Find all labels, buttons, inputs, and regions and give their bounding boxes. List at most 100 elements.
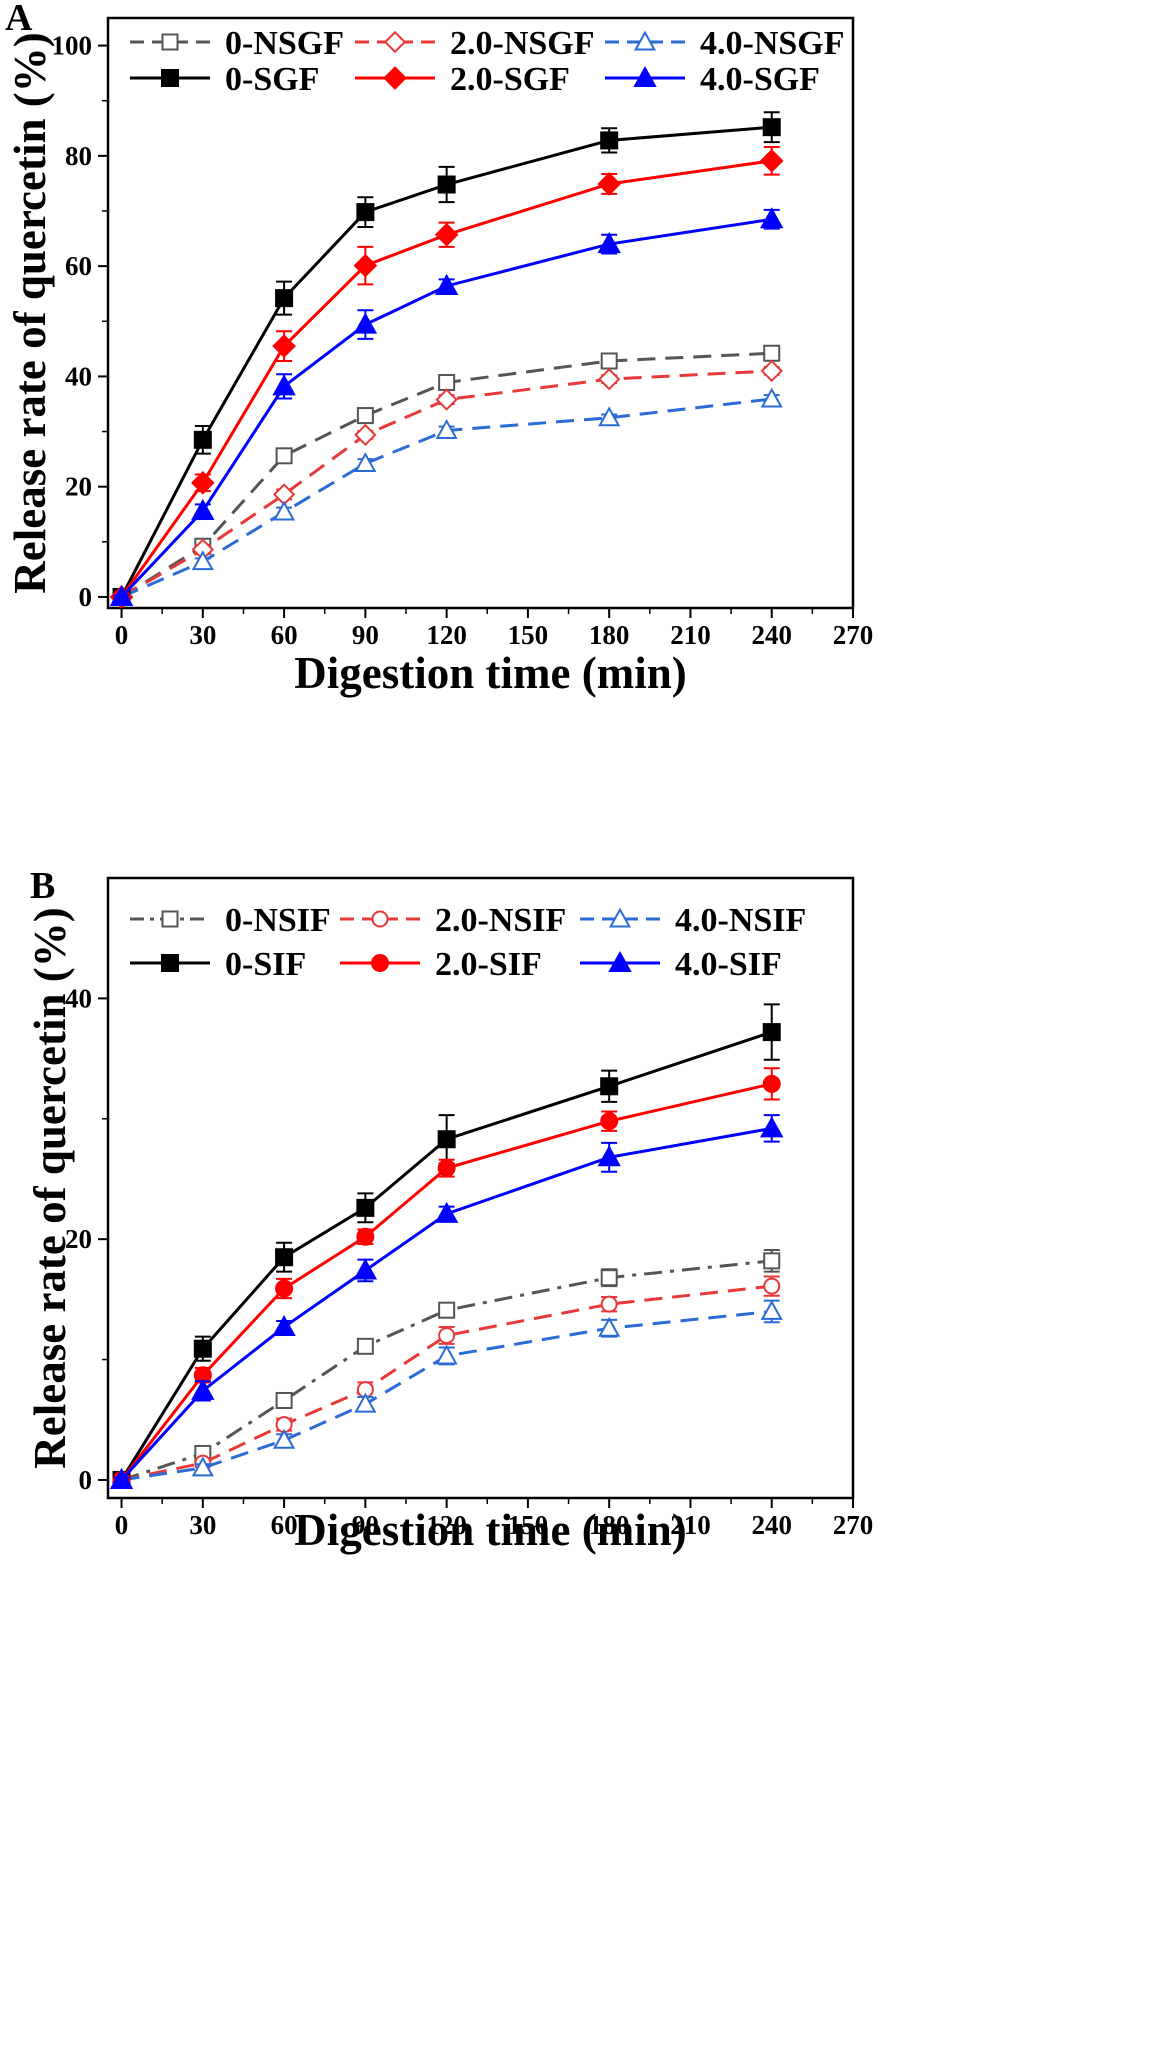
panel-a-y-tick-label: 100 — [52, 31, 93, 61]
panel-a-x-tick-label: 90 — [352, 620, 379, 650]
legend-marker — [371, 910, 389, 928]
panel-b-plot-frame — [106, 876, 855, 1500]
legend-marker — [161, 910, 179, 928]
panel-a-series-2.0-NSGF — [110, 359, 783, 609]
legend-label: 4.0-SIF — [675, 946, 782, 983]
panel-b-data-point — [437, 1130, 456, 1149]
panel-a-series-4.0-NSGF — [110, 387, 783, 606]
legend-label: 0-SIF — [225, 946, 306, 983]
panel-a-data-point — [275, 289, 294, 308]
panel-a-data-point — [356, 203, 375, 222]
panel-b-data-point — [762, 1023, 781, 1042]
panel-a-x-tick-label: 270 — [833, 620, 874, 650]
panel-a-x-tick-label: 120 — [426, 620, 467, 650]
legend-marker — [383, 30, 407, 54]
panel-a-x-tick-label: 240 — [751, 620, 792, 650]
panel-a-y-tick-label: 60 — [65, 251, 92, 281]
legend-label: 4.0-NSGF — [700, 25, 845, 62]
panel-a-x-tick-label: 180 — [589, 620, 630, 650]
panel-b-data-point — [275, 1248, 294, 1267]
panel-a-data-point — [354, 423, 377, 447]
panel-b-legend-entry: 4.0-NSIF — [580, 902, 806, 939]
panel-b-data-point — [438, 1301, 456, 1319]
panel-b-data-point — [191, 1456, 214, 1477]
panel-b-data-point — [760, 1116, 784, 1138]
panel-a-data-point — [438, 373, 456, 391]
panel-b-data-point — [191, 1378, 215, 1400]
panel-a-data-point — [762, 118, 781, 137]
panel-a-data-point — [598, 406, 621, 427]
panel-b-x-tick-label: 30 — [189, 1510, 216, 1540]
panel-b-x-tick-label: 180 — [589, 1510, 630, 1540]
legend-label: 2.0-NSGF — [450, 25, 595, 62]
panel-a-data-point — [191, 471, 215, 495]
panel-b-data-point — [437, 1159, 456, 1178]
panel-b-data-point — [273, 1428, 296, 1449]
panel-a-y-tick-label: 40 — [65, 361, 92, 391]
panel-b-series-4.0-SIF — [109, 1114, 784, 1489]
panel-b-legend-entry: 2.0-SIF — [340, 946, 542, 983]
panel-b-letter: B — [30, 865, 55, 907]
panel-b-data-point — [600, 1077, 619, 1096]
panel-a-data-point — [434, 273, 459, 295]
panel-b-series-line — [120, 1030, 773, 1481]
panel-a-y-tick-label: 80 — [65, 141, 92, 171]
panel-a-chart: 0 30 60 90 120 150 180 210 240 270 0 20 40 60 80 100 Dig… — [5, 0, 873, 698]
panel-b-data-point — [353, 1258, 378, 1280]
panel-b-legend-entry: 0-SIF — [130, 946, 306, 983]
panel-a-data-point — [598, 368, 621, 391]
panel-a-data-point — [354, 452, 377, 473]
panel-b-series-0-SIF — [112, 1003, 781, 1489]
panel-b-y-tick-label: 0 — [79, 1465, 93, 1495]
panel-a-data-point — [600, 352, 618, 370]
legend-label: 0-NSIF — [225, 902, 331, 939]
panel-a-plot-frame — [106, 16, 855, 610]
panel-a-x-tick-label: 60 — [271, 620, 298, 650]
panel-a-data-point — [435, 388, 458, 411]
panel-b-data-point — [600, 1269, 618, 1287]
panel-a-data-point — [435, 419, 458, 439]
panel-a-data-point — [193, 430, 212, 449]
legend-marker — [608, 950, 632, 972]
panel-b-data-point — [356, 1337, 374, 1355]
panel-b-legend-entry: 2.0-NSIF — [340, 902, 566, 939]
panel-a-letter: A — [5, 0, 33, 39]
panel-b-data-point — [762, 1074, 781, 1093]
legend-marker — [161, 33, 179, 51]
panel-a-data-point — [356, 407, 374, 425]
panel-b-x-tick-label: 270 — [833, 1510, 874, 1540]
panel-b-data-point — [435, 1344, 458, 1365]
panel-a-data-point — [597, 172, 621, 196]
panel-b-x-tick-label: 0 — [115, 1510, 129, 1540]
panel-b-data-point — [193, 1339, 212, 1358]
panel-a-data-point — [759, 148, 784, 173]
panel-b-data-point — [354, 1392, 377, 1413]
panel-b-data-point — [597, 1145, 621, 1167]
panel-a-data-point — [275, 447, 293, 465]
panel-b-data-point — [275, 1391, 293, 1409]
panel-b-x-tick-label: 240 — [751, 1510, 792, 1540]
panel-b-data-point — [600, 1112, 619, 1131]
panel-b-data-point — [434, 1201, 459, 1223]
panel-a-data-point — [597, 232, 621, 254]
panel-a-data-point — [763, 344, 781, 362]
panel-a-data-point — [760, 359, 783, 383]
legend-marker — [608, 907, 632, 928]
panel-a-data-point — [273, 500, 296, 521]
panel-a-series-0-NSGF — [113, 344, 781, 606]
legend-label: 2.0-NSIF — [435, 902, 566, 939]
legend-marker — [383, 66, 407, 90]
panel-b-series-line — [121, 1259, 772, 1482]
legend-marker — [161, 69, 179, 87]
panel-b-data-point — [275, 1279, 294, 1298]
panel-b-data-point — [598, 1316, 621, 1337]
panel-b-legend-entry: 0-NSIF — [130, 902, 331, 939]
panel-b-x-tick-label: 60 — [271, 1510, 298, 1540]
panel-a-data-point — [272, 334, 296, 358]
panel-a-legend-entry: 2.0-SGF — [355, 61, 570, 98]
panel-b-y-axis-title: Release rate of quercetin (%) — [25, 907, 75, 1468]
panel-b-data-point — [356, 1198, 375, 1217]
panel-a-y-tick-label: 20 — [65, 472, 92, 502]
panel-a-x-tick-label: 150 — [508, 620, 549, 650]
panel-b-data-point — [272, 1314, 296, 1337]
